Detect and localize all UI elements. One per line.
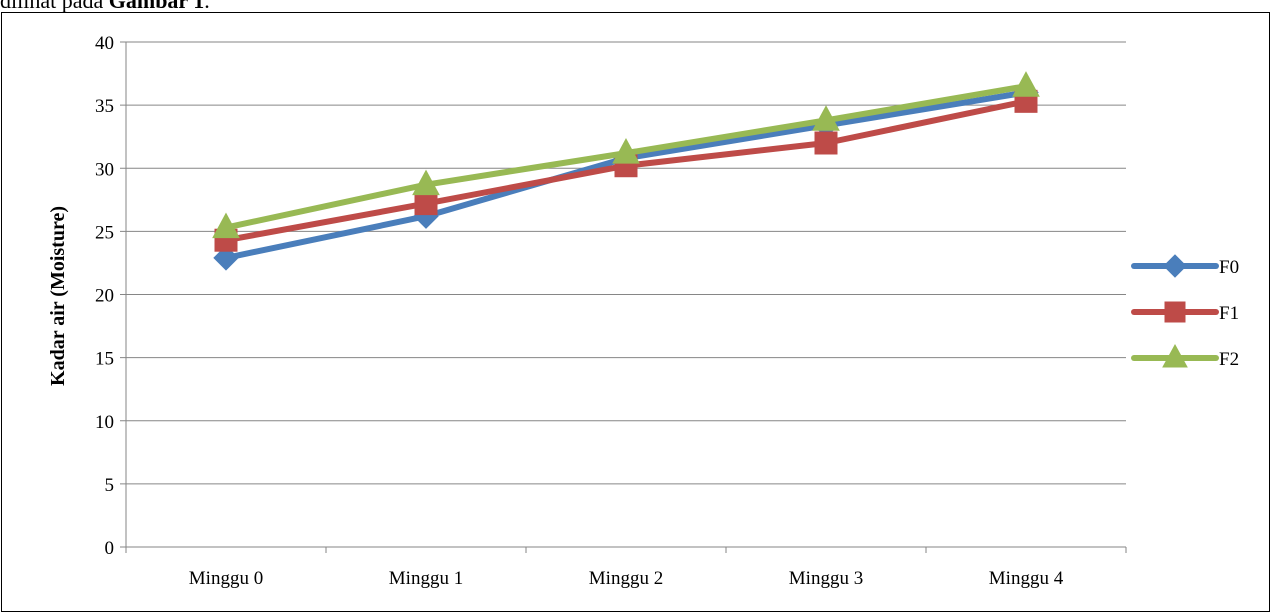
series-group — [212, 71, 1040, 271]
gridlines — [126, 41, 1126, 485]
point-F2-2 — [612, 138, 640, 164]
y-axis-label: Kadar air (Moisture) — [47, 206, 69, 386]
intro-text: dilihat pada Gambar 1. — [0, 0, 210, 14]
legend-item-F0: F0 — [1131, 254, 1239, 278]
legend-label-F0: F0 — [1219, 257, 1239, 278]
point-F1-1 — [414, 192, 438, 216]
point-F2-4 — [1012, 71, 1040, 97]
point-F2-0 — [212, 212, 240, 239]
figure-reference: Gambar 1 — [108, 0, 205, 13]
y-tick-label-10: 10 — [95, 412, 114, 433]
point-F1-3 — [814, 131, 838, 155]
series-F1 — [214, 89, 1038, 252]
axes — [120, 41, 1127, 553]
y-tick-label-15: 15 — [95, 349, 114, 370]
y-tick-label-0: 0 — [105, 538, 115, 559]
y-tick-label-30: 30 — [95, 159, 114, 180]
x-tick-label-2: Minggu 2 — [589, 568, 663, 589]
x-tick-labels: Minggu 0 Minggu 1 Minggu 2 Minggu 3 Minggu 4 — [189, 568, 1064, 589]
legend-item-F2: F2 — [1131, 343, 1239, 370]
point-F2-1 — [412, 169, 440, 196]
legend-marker-F0 — [1163, 254, 1187, 278]
y-tick-label-35: 35 — [95, 96, 114, 117]
y-tick-label-25: 25 — [95, 222, 114, 243]
legend-label-F1: F1 — [1219, 303, 1239, 324]
legend-item-F1: F1 — [1131, 301, 1239, 324]
y-tick-label-5: 5 — [105, 475, 115, 496]
legend: F0 F1 F2 — [1131, 254, 1239, 370]
y-tick-label-20: 20 — [95, 286, 114, 307]
series-F2 — [212, 71, 1040, 239]
legend-marker-F2 — [1162, 343, 1188, 368]
intro-prefix: dilihat pada — [0, 0, 109, 13]
point-F0-0 — [213, 245, 239, 271]
y-tick-labels: 0 5 10 15 20 25 30 35 40 — [95, 33, 114, 559]
x-tick-label-0: Minggu 0 — [189, 568, 263, 589]
x-tick-label-1: Minggu 1 — [389, 568, 463, 589]
y-tick-label-40: 40 — [95, 33, 114, 54]
intro-suffix: . — [204, 0, 210, 13]
x-tick-label-3: Minggu 3 — [789, 568, 863, 589]
point-F2-3 — [812, 105, 840, 131]
legend-marker-F1 — [1164, 301, 1186, 323]
x-tick-label-4: Minggu 4 — [989, 568, 1064, 589]
legend-label-F2: F2 — [1219, 349, 1239, 370]
